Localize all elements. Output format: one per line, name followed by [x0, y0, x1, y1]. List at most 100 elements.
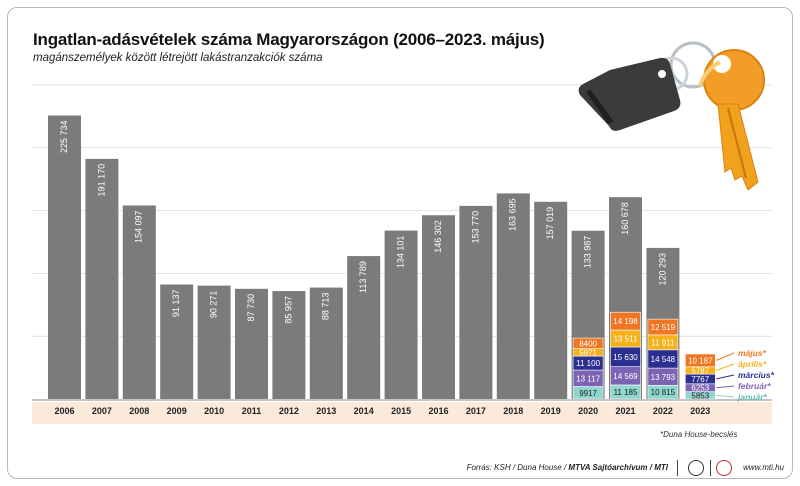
stack-label-2022-2: 14 548 — [651, 355, 676, 364]
legend-leader-0 — [716, 394, 735, 398]
month-legend: január*február*március*április*május* — [716, 348, 775, 402]
site-link[interactable]: www.mti.hu — [743, 463, 784, 472]
footer-separator — [677, 460, 678, 476]
bar-label-2007: 191 170 — [96, 164, 106, 197]
bar-label-2014: 113 789 — [358, 261, 368, 293]
stack-label-2022-3: 11 911 — [651, 338, 675, 347]
stack-label-2020-3: 5971 — [579, 348, 597, 357]
stack-label-2021-3: 13 511 — [614, 335, 638, 344]
x-tick-label-2010: 2010 — [204, 406, 224, 416]
bar-label-2015: 134 101 — [395, 236, 405, 269]
legend-label-2: március* — [738, 370, 775, 380]
stack-label-2022-0: 10 815 — [651, 388, 676, 397]
legend-leader-2 — [716, 374, 735, 380]
x-tick-label-2009: 2009 — [167, 406, 187, 416]
bar-label-2009: 91 137 — [171, 290, 181, 318]
stack-label-2021-2: 15 630 — [613, 353, 638, 362]
stack-label-2023-3: 5787 — [691, 366, 709, 375]
chart-title: Ingatlan-adásvételek száma Magyarországo… — [33, 30, 545, 49]
stack-label-2022-1: 13 793 — [651, 373, 676, 382]
stack-label-2020-4: 8400 — [579, 339, 597, 348]
bar-2014 — [347, 256, 381, 399]
stack-label-2023-4: 10 187 — [688, 356, 713, 365]
legend-label-4: május* — [738, 348, 767, 358]
bar-2010 — [197, 285, 231, 399]
bar-2019 — [534, 201, 568, 399]
stack-2022-4 — [647, 318, 679, 336]
x-tick-label-2022: 2022 — [653, 406, 673, 416]
keys-with-tag-icon — [578, 41, 765, 191]
stack-label-2023-2: 7767 — [691, 375, 709, 384]
x-tick-label-2019: 2019 — [541, 406, 561, 416]
bar-label-2019: 157 019 — [545, 207, 555, 240]
x-tick-label-2021: 2021 — [615, 406, 635, 416]
x-tick-label-2023: 2023 — [690, 406, 710, 416]
stack-label-2022-4: 12 519 — [651, 323, 676, 332]
stack-label-2020-1: 13 117 — [576, 374, 600, 383]
x-tick-label-2006: 2006 — [54, 406, 74, 416]
x-tick-label-2011: 2011 — [242, 406, 262, 416]
footer-separator — [710, 460, 711, 476]
footer: Forrás: KSH / Duna House / MTVA Sajtóarc… — [10, 458, 790, 478]
bar-2016 — [422, 215, 455, 399]
legend-label-1: február* — [738, 381, 771, 391]
bar-label-2006: 225 734 — [59, 120, 69, 153]
bar-label-2022: 120 293 — [657, 253, 667, 286]
stack-label-2021-4: 14 198 — [613, 317, 638, 326]
bar-label-2020: 133 987 — [582, 236, 592, 269]
stack-label-2020-2: 11 100 — [576, 359, 600, 368]
x-tick-label-2012: 2012 — [279, 406, 299, 416]
x-tick-label-2008: 2008 — [129, 406, 149, 416]
bar-2007 — [85, 158, 119, 399]
bar-2018 — [496, 193, 530, 399]
x-tick-label-2017: 2017 — [466, 406, 486, 416]
bar-label-2011: 87 730 — [246, 294, 256, 322]
x-axis-band — [32, 402, 772, 424]
bar-2011 — [235, 288, 268, 399]
x-tick-label-2020: 2020 — [578, 406, 598, 416]
chart-subtitle: magánszemélyek között létrejött lakástra… — [33, 52, 323, 64]
stack-label-2021-1: 14 569 — [613, 372, 638, 381]
bar-2006 — [48, 115, 81, 400]
footnote: *Duna House-becslés — [660, 430, 738, 439]
x-axis-labels: 2006 2007 2008 2009 2010 2011 2012 2013 2014 2015… — [54, 406, 710, 416]
x-tick-label-2015: 2015 — [391, 406, 411, 416]
legend-label-0: január* — [737, 392, 768, 402]
bar-label-2013: 88 713 — [321, 293, 331, 321]
x-tick-label-2014: 2014 — [354, 406, 374, 416]
legend-label-3: április* — [738, 359, 767, 369]
bar-2008 — [122, 205, 156, 399]
bar-2017 — [459, 205, 493, 399]
mti-logo-icon — [716, 460, 732, 476]
stack-2021-4 — [610, 311, 641, 331]
mtva-logo-icon — [688, 460, 704, 476]
bar-2009 — [160, 284, 194, 399]
bar-label-2016: 146 302 — [433, 220, 443, 253]
x-tick-label-2016: 2016 — [428, 406, 448, 416]
stack-2020-4 — [572, 337, 604, 349]
axis-band — [32, 399, 772, 424]
legend-leader-4 — [716, 352, 735, 361]
stack-2023-4 — [684, 353, 716, 368]
bar-label-2010: 90 271 — [208, 291, 218, 319]
x-tick-label-2007: 2007 — [92, 406, 112, 416]
bar-2015 — [384, 230, 418, 399]
bar-label-2012: 85 957 — [283, 296, 293, 324]
bar-label-2021: 160 678 — [620, 202, 630, 235]
legend-leader-3 — [716, 363, 735, 371]
source-bold: MTVA Sajtóarchívum / MTI — [568, 463, 668, 472]
legend-leader-1 — [716, 385, 735, 389]
x-tick-label-2013: 2013 — [316, 406, 336, 416]
stack-label-2023-1: 6253 — [691, 384, 709, 393]
bar-2013 — [309, 287, 343, 399]
bar-2012 — [272, 291, 306, 399]
stack-label-2021-0: 11 185 — [614, 388, 638, 397]
bar-label-2017: 153 770 — [470, 211, 480, 244]
source-text: Forrás: KSH / Duna House / MTVA Sajtóarc… — [467, 463, 668, 472]
source-prefix: Forrás: KSH / Duna House / — [466, 463, 569, 472]
stack-label-2020-0: 9917 — [579, 389, 597, 398]
bar-label-2018: 163 695 — [508, 198, 518, 231]
x-tick-label-2018: 2018 — [503, 406, 523, 416]
